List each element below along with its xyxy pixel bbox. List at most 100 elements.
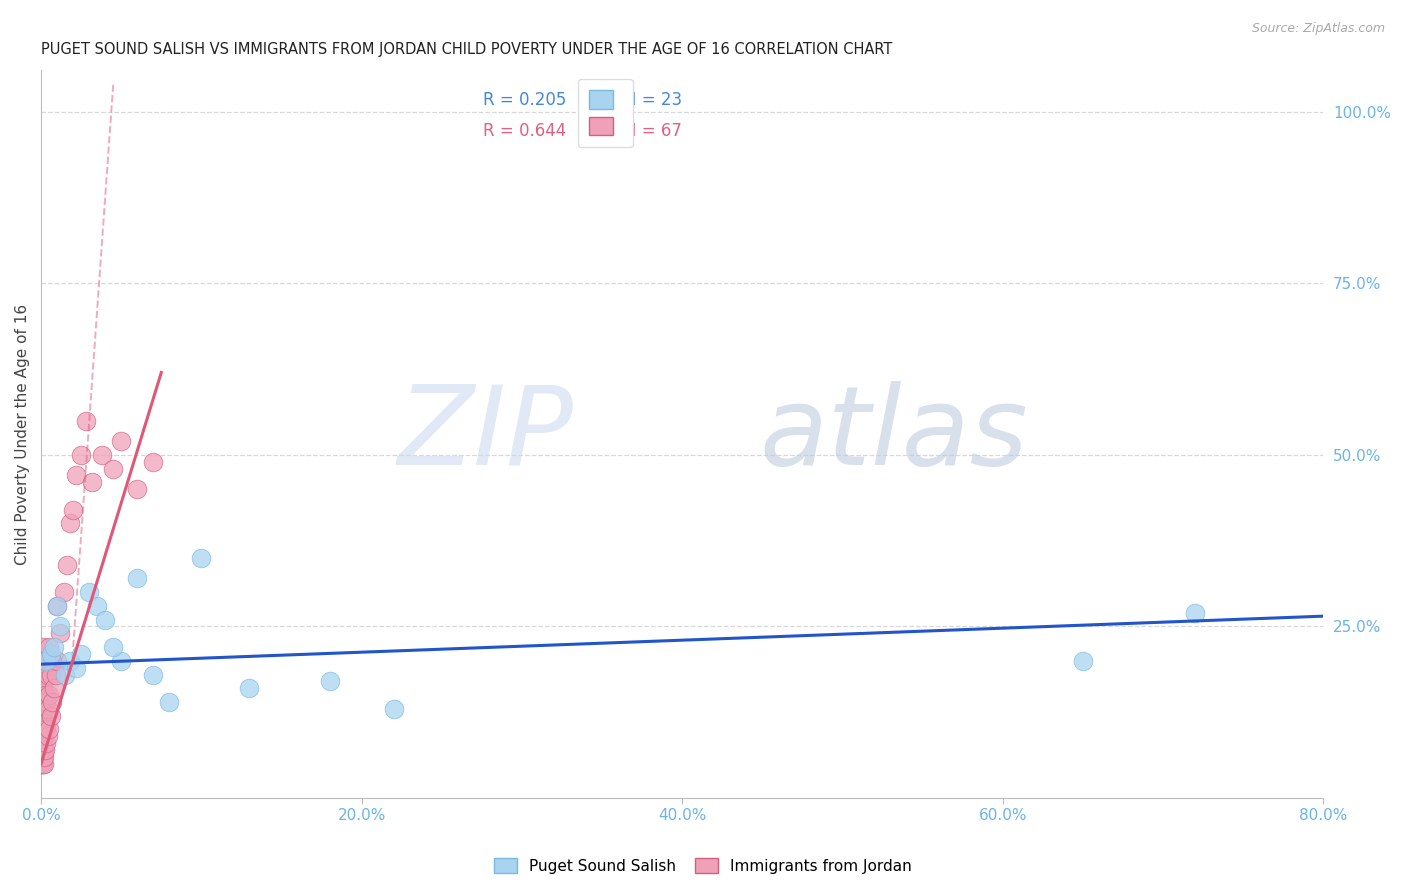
Text: ZIP: ZIP bbox=[398, 381, 574, 488]
Point bbox=[39, 647, 62, 661]
Point bbox=[59, 516, 82, 531]
Text: N = 23: N = 23 bbox=[624, 91, 683, 110]
Point bbox=[34, 715, 56, 730]
Point bbox=[32, 723, 55, 737]
Text: PUGET SOUND SALISH VS IMMIGRANTS FROM JORDAN CHILD POVERTY UNDER THE AGE OF 16 C: PUGET SOUND SALISH VS IMMIGRANTS FROM JO… bbox=[41, 42, 893, 57]
Point bbox=[34, 743, 56, 757]
Point bbox=[31, 681, 53, 696]
Point bbox=[31, 736, 53, 750]
Point bbox=[31, 756, 53, 771]
Point bbox=[38, 723, 60, 737]
Point bbox=[70, 448, 93, 462]
Point bbox=[34, 729, 56, 743]
Point bbox=[42, 640, 65, 654]
Point bbox=[31, 674, 53, 689]
Y-axis label: Child Poverty Under the Age of 16: Child Poverty Under the Age of 16 bbox=[15, 303, 30, 565]
Point bbox=[31, 681, 53, 696]
Point bbox=[41, 695, 63, 709]
Point bbox=[31, 723, 53, 737]
Point bbox=[31, 736, 53, 750]
Point bbox=[39, 708, 62, 723]
Point bbox=[52, 585, 75, 599]
Point bbox=[65, 468, 87, 483]
Point bbox=[46, 654, 69, 668]
Point bbox=[59, 654, 82, 668]
Point bbox=[37, 667, 59, 681]
Point bbox=[110, 434, 132, 449]
Point bbox=[31, 743, 53, 757]
Point bbox=[46, 599, 69, 613]
Point bbox=[91, 448, 114, 462]
Point bbox=[31, 736, 53, 750]
Point bbox=[127, 482, 149, 496]
Point bbox=[31, 660, 53, 674]
Text: atlas: atlas bbox=[759, 381, 1028, 488]
Point bbox=[382, 702, 405, 716]
Point bbox=[75, 413, 97, 427]
Point bbox=[32, 756, 55, 771]
Point bbox=[94, 613, 117, 627]
Point bbox=[31, 723, 53, 737]
Point bbox=[103, 461, 125, 475]
Point bbox=[31, 750, 53, 764]
Point bbox=[38, 640, 60, 654]
Point bbox=[77, 585, 100, 599]
Point bbox=[32, 695, 55, 709]
Point bbox=[157, 695, 180, 709]
Point bbox=[49, 619, 72, 633]
Point bbox=[65, 660, 87, 674]
Point bbox=[86, 599, 108, 613]
Point bbox=[35, 695, 58, 709]
Point bbox=[190, 550, 212, 565]
Text: R = 0.205: R = 0.205 bbox=[484, 91, 567, 110]
Text: N = 67: N = 67 bbox=[624, 122, 682, 140]
Point bbox=[39, 667, 62, 681]
Point bbox=[62, 502, 84, 516]
Point bbox=[53, 667, 76, 681]
Point bbox=[142, 455, 165, 469]
Point bbox=[35, 736, 58, 750]
Point bbox=[31, 756, 53, 771]
Point bbox=[34, 688, 56, 702]
Point bbox=[34, 702, 56, 716]
Point bbox=[35, 654, 58, 668]
Point bbox=[1071, 654, 1094, 668]
Point bbox=[38, 688, 60, 702]
Point bbox=[37, 702, 59, 716]
Point bbox=[70, 647, 93, 661]
Point bbox=[31, 708, 53, 723]
Point bbox=[46, 599, 69, 613]
Point bbox=[31, 715, 53, 730]
Point bbox=[35, 723, 58, 737]
Point bbox=[49, 626, 72, 640]
Point bbox=[142, 667, 165, 681]
Point bbox=[34, 750, 56, 764]
Point bbox=[103, 640, 125, 654]
Point bbox=[31, 640, 53, 654]
Point bbox=[44, 667, 66, 681]
Legend: Puget Sound Salish, Immigrants from Jordan: Puget Sound Salish, Immigrants from Jord… bbox=[488, 852, 918, 880]
Point bbox=[82, 475, 104, 490]
Point bbox=[31, 729, 53, 743]
Legend: , : , bbox=[578, 78, 633, 147]
Point bbox=[31, 695, 53, 709]
Point bbox=[110, 654, 132, 668]
Point bbox=[31, 750, 53, 764]
Point bbox=[318, 674, 340, 689]
Point bbox=[31, 702, 53, 716]
Point bbox=[35, 654, 58, 668]
Point bbox=[32, 743, 55, 757]
Point bbox=[34, 674, 56, 689]
Point bbox=[127, 571, 149, 585]
Point bbox=[31, 715, 53, 730]
Point bbox=[1184, 606, 1206, 620]
Point bbox=[41, 654, 63, 668]
Point bbox=[55, 558, 77, 572]
Point bbox=[32, 667, 55, 681]
Point bbox=[42, 681, 65, 696]
Text: R = 0.644: R = 0.644 bbox=[484, 122, 567, 140]
Point bbox=[238, 681, 260, 696]
Point bbox=[31, 756, 53, 771]
Point bbox=[31, 695, 53, 709]
Point bbox=[37, 729, 59, 743]
